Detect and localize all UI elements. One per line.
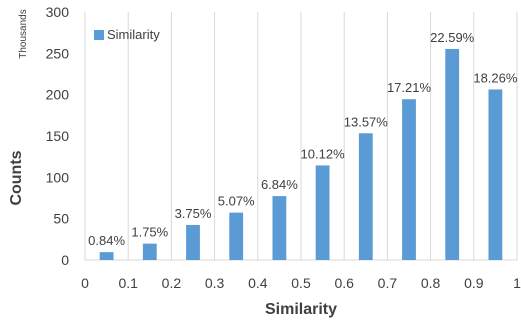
bar-labels: 0.84% 1.75% 3.75% 5.07% 6.84% 10.12% 13.57% 17.… <box>88 30 518 248</box>
bar-9 <box>488 89 503 260</box>
x-tick-5: 0.5 <box>291 275 311 291</box>
y-tick-1: 50 <box>53 211 69 227</box>
y-tick-3: 150 <box>46 128 70 144</box>
bar-label-3: 5.07% <box>218 194 255 209</box>
bar-label-2: 3.75% <box>175 206 212 221</box>
bar-5 <box>315 165 330 260</box>
x-tick-7: 0.7 <box>378 275 398 291</box>
legend: Similarity <box>94 27 160 42</box>
y-tick-2: 100 <box>46 169 70 185</box>
x-tick-4: 0.4 <box>248 275 268 291</box>
y-tick-5: 250 <box>46 45 70 61</box>
legend-label: Similarity <box>107 27 160 42</box>
x-tick-3: 0.3 <box>205 275 225 291</box>
bar-8 <box>445 48 460 261</box>
bar-1 <box>142 243 157 260</box>
bar-7 <box>402 99 416 260</box>
bar-label-4: 6.84% <box>261 177 298 192</box>
bar-label-7: 17.21% <box>387 80 432 95</box>
bar-label-8: 22.59% <box>430 30 475 45</box>
bar-6 <box>358 133 373 260</box>
x-tick-1: 0.1 <box>118 275 138 291</box>
x-tick-9: 0.9 <box>464 275 484 291</box>
bars <box>99 48 503 261</box>
bar-4 <box>272 196 287 260</box>
bar-2 <box>186 224 200 260</box>
x-axis-title: Similarity <box>265 301 337 318</box>
x-tick-10: 1 <box>513 275 521 291</box>
bar-3 <box>229 212 244 260</box>
y-tick-6: 300 <box>46 4 70 20</box>
bar-label-1: 1.75% <box>131 225 168 240</box>
y-tick-labels: 0 50 100 150 200 250 300 <box>46 4 70 268</box>
y-tick-4: 200 <box>46 87 70 103</box>
bar-label-0: 0.84% <box>88 233 125 248</box>
x-tick-0: 0 <box>81 275 89 291</box>
x-tick-labels: 0 0.1 0.2 0.3 0.4 0.5 0.6 0.7 0.8 0.9 1 <box>81 275 521 291</box>
y-unit-label: Thousands <box>18 9 29 58</box>
x-tick-2: 0.2 <box>162 275 182 291</box>
bar-0 <box>99 252 114 260</box>
legend-swatch <box>94 30 104 40</box>
y-tick-0: 0 <box>61 252 69 268</box>
x-tick-6: 0.6 <box>334 275 354 291</box>
grid-lines <box>84 12 518 261</box>
bar-label-6: 13.57% <box>344 114 389 129</box>
x-tick-8: 0.8 <box>421 275 441 291</box>
bar-label-5: 10.12% <box>301 146 346 161</box>
bar-label-9: 18.26% <box>473 70 518 85</box>
y-axis-title: Counts <box>8 150 25 205</box>
